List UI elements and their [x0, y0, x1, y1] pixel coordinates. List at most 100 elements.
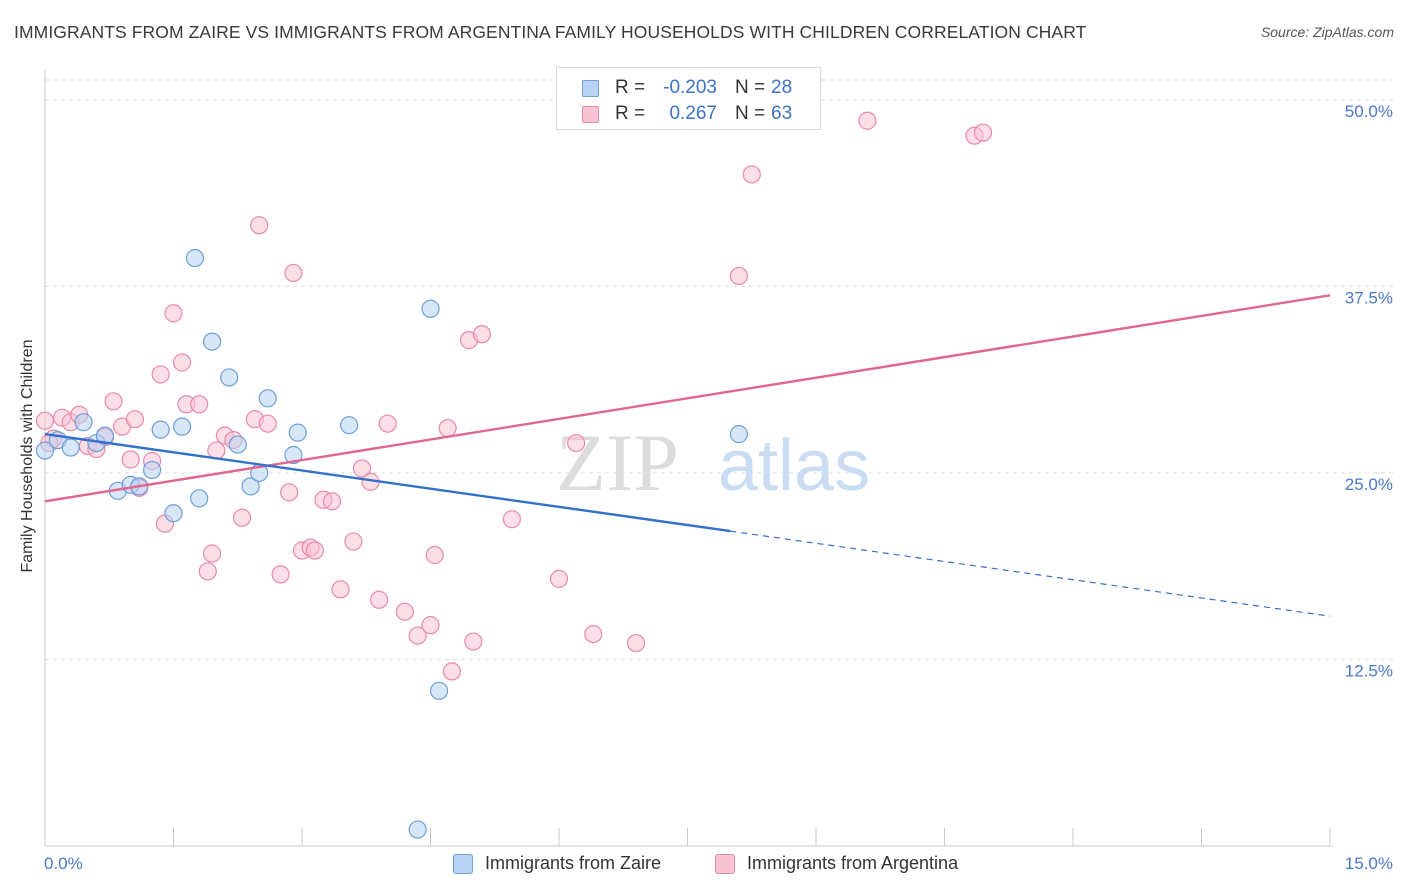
x-tick-label: 15.0% — [1345, 854, 1393, 873]
zaire-r-label: R = — [615, 77, 646, 98]
argentina-n-label: N = — [735, 103, 766, 124]
y-tick-label: 12.5% — [1345, 661, 1393, 680]
argentina-point — [408, 626, 427, 645]
argentina-point — [352, 459, 372, 478]
trendlines — [44, 294, 1331, 617]
zaire-point — [228, 435, 247, 454]
zaire-point — [61, 438, 80, 457]
chart-title: IMMIGRANTS FROM ZAIRE VS IMMIGRANTS FROM… — [14, 22, 1087, 42]
zaire-point — [284, 445, 303, 465]
zaire-point — [288, 423, 307, 442]
zaire-n-label: N = — [735, 77, 766, 98]
argentina-swatch — [582, 106, 599, 123]
argentina-point — [284, 263, 303, 283]
argentina-point — [151, 365, 170, 384]
argentina-n-value: 63 — [771, 103, 793, 124]
argentina-point — [502, 510, 521, 529]
zaire-point — [151, 420, 170, 439]
argentina-point — [271, 565, 290, 584]
argentina-point — [464, 632, 483, 651]
zaire-swatch — [582, 80, 599, 97]
zaire-n-value: 28 — [771, 77, 793, 98]
argentina-point — [626, 633, 646, 653]
argentina-r-label: R = — [615, 103, 646, 124]
argentina-point — [729, 266, 749, 286]
y-tick-label: 50.0% — [1345, 102, 1393, 121]
zaire-point — [408, 820, 427, 839]
zaire-point — [35, 441, 55, 460]
argentina-point — [378, 414, 397, 433]
grid-lines — [45, 79, 1393, 660]
zaire-point — [421, 299, 440, 318]
argentina-point — [549, 569, 569, 588]
argentina-point — [280, 483, 299, 502]
stats-row-zaire: R = -0.203 N = 28 — [557, 76, 820, 102]
legend-argentina-swatch — [715, 854, 735, 874]
zaire-point — [185, 248, 205, 268]
argentina-points — [35, 111, 993, 681]
zaire-point — [202, 332, 222, 351]
argentina-point — [331, 580, 350, 599]
argentina-point — [35, 411, 55, 430]
y-tick-labels: 12.5% 25.0% 37.5% 50.0% — [1345, 102, 1393, 681]
argentina-point — [567, 433, 586, 453]
zaire-trendline — [44, 432, 731, 533]
argentina-point — [584, 624, 603, 644]
argentina-point — [250, 216, 269, 235]
zaire-point — [220, 368, 239, 387]
argentina-point — [322, 492, 342, 511]
zaire-point — [241, 477, 260, 496]
zaire-point — [142, 460, 162, 480]
argentina-r-value: 0.267 — [669, 103, 717, 124]
zaire-point — [164, 504, 183, 523]
argentina-point — [232, 508, 252, 527]
argentina-point — [198, 562, 217, 581]
argentina-trendline — [44, 294, 1331, 503]
correlation-stats-box: R = -0.203 N = 28 R = 0.267 N = 63 — [556, 67, 821, 130]
argentina-point — [202, 544, 222, 563]
legend-argentina-label: Immigrants from Argentina — [747, 853, 959, 873]
x-tick-labels: 0.0% 15.0% — [44, 854, 1393, 873]
zaire-point — [729, 425, 749, 444]
zaire-point — [95, 426, 115, 445]
zaire-point — [172, 417, 192, 436]
argentina-point — [164, 304, 183, 323]
x-tick-label: 0.0% — [44, 854, 83, 873]
argentina-point — [190, 395, 209, 414]
argentina-point — [421, 616, 440, 635]
y-tick-label: 25.0% — [1345, 475, 1393, 494]
zaire-point — [340, 416, 359, 435]
zaire-point — [258, 389, 277, 408]
y-tick-label: 37.5% — [1345, 288, 1393, 307]
legend-zaire-label: Immigrants from Zaire — [485, 853, 662, 873]
zaire-point — [429, 681, 449, 700]
zaire-r-value: -0.203 — [663, 77, 717, 98]
argentina-point — [425, 545, 444, 565]
argentina-point — [973, 123, 993, 142]
zaire-points — [35, 248, 749, 839]
argentina-point — [395, 602, 414, 621]
argentina-point — [121, 450, 140, 469]
source-credit: Source: ZipAtlas.com — [1260, 24, 1394, 40]
stats-row-argentina: R = 0.267 N = 63 — [557, 102, 820, 128]
zaire-trendline-extension — [730, 530, 1331, 617]
argentina-point — [344, 532, 363, 551]
argentina-point — [438, 419, 457, 438]
zaire-point — [74, 413, 93, 432]
argentina-point — [125, 410, 145, 429]
argentina-point — [472, 325, 491, 344]
argentina-point — [258, 414, 277, 433]
argentina-point — [858, 111, 877, 130]
argentina-point — [370, 590, 389, 609]
argentina-point — [172, 353, 192, 372]
legend-zaire-swatch — [453, 854, 473, 874]
argentina-point — [742, 165, 761, 184]
watermark-zip: ZIP — [556, 417, 679, 508]
argentina-point — [442, 662, 462, 681]
zaire-point — [190, 489, 209, 508]
argentina-point — [305, 541, 324, 560]
axes — [44, 70, 1333, 847]
watermark: ZIP atlas — [556, 417, 870, 508]
argentina-point — [104, 392, 123, 411]
